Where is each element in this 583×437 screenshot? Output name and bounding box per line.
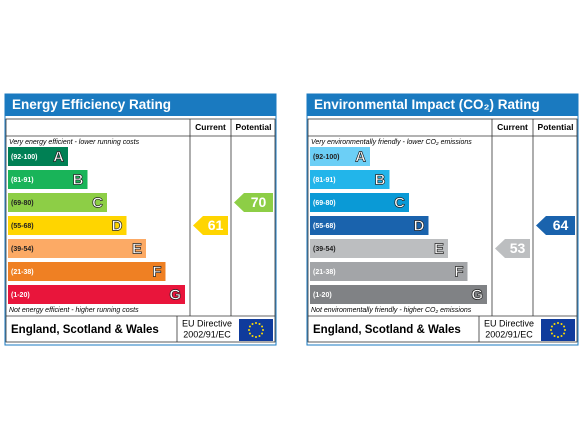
band-range: (81-91): [11, 177, 34, 184]
eu-flag: [239, 319, 273, 341]
band-range: (81-91): [313, 177, 336, 184]
band-bar: [8, 147, 68, 166]
rating-value: 53: [510, 240, 526, 256]
band-letter: C: [92, 194, 103, 211]
band-bar: [8, 170, 88, 189]
band-letter: F: [454, 263, 463, 280]
band-range: (55-68): [313, 223, 336, 230]
eu-star: [261, 325, 264, 328]
band-bar: [8, 285, 185, 304]
eu-star: [261, 332, 264, 335]
band-bar: [8, 262, 166, 281]
eu-star: [553, 322, 556, 325]
rating-arrow: [193, 216, 228, 235]
column-header: Current: [195, 122, 226, 132]
eu-star: [255, 336, 257, 338]
eu-star: [248, 325, 251, 328]
footer-region: England, Scotland & Wales: [313, 324, 461, 336]
band-bar: [310, 170, 390, 189]
top-note: Very energy efficient - lower running co…: [9, 139, 140, 146]
eu-star: [248, 332, 251, 335]
eu-star: [258, 335, 261, 338]
panel-title: Environmental Impact (CO₂) Rating: [314, 97, 540, 112]
band-letter: B: [73, 171, 84, 188]
band-bar: [310, 262, 468, 281]
band-letter: G: [471, 286, 483, 303]
band-range: (1-20): [313, 292, 332, 299]
eu-flag: [541, 319, 575, 341]
header-bar: [307, 94, 578, 116]
rating-arrow: [234, 193, 273, 212]
band-letter: E: [132, 240, 142, 257]
top-note: Very environmentally friendly - lower CO…: [311, 139, 472, 146]
eu-star: [550, 325, 553, 328]
bottom-note: Not energy efficient - higher running co…: [9, 307, 139, 314]
band-range: (1-20): [11, 292, 30, 299]
band-bar: [8, 239, 146, 258]
eu-star: [550, 329, 552, 331]
band-letter: D: [414, 217, 425, 234]
rating-value: 64: [553, 217, 569, 233]
header-bar: [5, 94, 276, 116]
eu-star: [557, 322, 559, 324]
eu-star: [255, 322, 257, 324]
band-bar: [310, 147, 370, 166]
column-header: Potential: [236, 122, 272, 132]
band-range: (92-100): [313, 154, 339, 161]
eu-star: [560, 322, 563, 325]
epc-panel: Environmental Impact (CO₂) Rating Current…: [306, 93, 579, 346]
epc-panel: Energy Efficiency Rating Current Potential…: [4, 93, 277, 346]
eu-star: [258, 322, 261, 325]
band-range: (21-38): [313, 269, 336, 276]
rating-value: 61: [208, 217, 224, 233]
table-frame: [5, 118, 276, 343]
column-header: Current: [497, 122, 528, 132]
panel-title: Energy Efficiency Rating: [12, 97, 171, 112]
band-range: (92-100): [11, 154, 37, 161]
eu-star: [564, 329, 566, 331]
rating-arrow: [495, 239, 530, 258]
band-letter: A: [53, 148, 64, 165]
band-range: (39-54): [313, 246, 336, 253]
band-letter: B: [375, 171, 386, 188]
band-range: (69-80): [313, 200, 336, 207]
eu-star: [248, 329, 250, 331]
band-range: (69-80): [11, 200, 34, 207]
band-bar: [310, 216, 429, 235]
band-bar: [8, 193, 107, 212]
band-range: (21-38): [11, 269, 34, 276]
footer-region: England, Scotland & Wales: [11, 324, 159, 336]
band-bar: [310, 239, 448, 258]
eu-star: [251, 335, 254, 338]
column-header: Potential: [538, 122, 574, 132]
band-bar: [8, 216, 127, 235]
eu-star: [560, 335, 563, 338]
eu-star: [550, 332, 553, 335]
bottom-note: Not environmentally friendly - higher CO…: [311, 307, 472, 314]
eu-star: [563, 332, 566, 335]
eu-star: [262, 329, 264, 331]
eu-star: [553, 335, 556, 338]
footer-directive: EU Directive: [484, 318, 534, 328]
band-letter: C: [394, 194, 405, 211]
band-letter: D: [112, 217, 123, 234]
band-bar: [310, 193, 409, 212]
rating-value: 70: [251, 194, 267, 210]
band-letter: E: [434, 240, 444, 257]
eu-star: [251, 322, 254, 325]
band-letter: F: [152, 263, 161, 280]
band-letter: G: [169, 286, 181, 303]
footer-directive: 2002/91/EC: [183, 329, 231, 339]
footer-directive: EU Directive: [182, 318, 232, 328]
band-bar: [310, 285, 487, 304]
eu-star: [557, 336, 559, 338]
rating-arrow: [536, 216, 575, 235]
footer-directive: 2002/91/EC: [485, 329, 533, 339]
band-letter: A: [355, 148, 366, 165]
table-frame: [307, 118, 578, 343]
eu-star: [563, 325, 566, 328]
band-range: (39-54): [11, 246, 34, 253]
band-range: (55-68): [11, 223, 34, 230]
